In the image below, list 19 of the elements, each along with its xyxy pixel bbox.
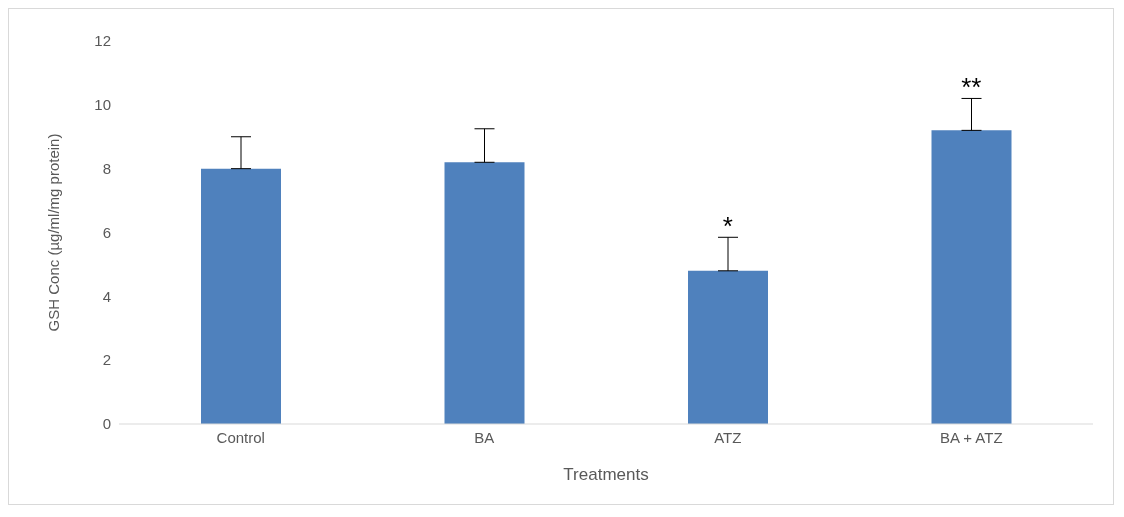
x-tick-label: ATZ <box>714 428 742 446</box>
bar <box>931 130 1012 424</box>
bar <box>688 270 768 424</box>
y-tick-label: 8 <box>102 159 111 177</box>
bar <box>444 162 525 424</box>
y-tick-label: 12 <box>94 32 111 50</box>
x-tick-label: BA <box>474 428 495 446</box>
x-tick-label: BA + ATZ <box>939 428 1003 446</box>
y-tick-label: 0 <box>102 415 111 433</box>
y-tick-label: 6 <box>102 223 111 241</box>
annotation: * <box>722 211 733 242</box>
y-tick-label: 2 <box>102 351 111 369</box>
annotation: ** <box>961 72 982 103</box>
y-tick-label: 10 <box>94 96 111 114</box>
x-tick-label: Control <box>216 428 265 446</box>
y-axis-title: GSH Conc (µg/ml/mg protein) <box>45 133 63 332</box>
bar <box>201 168 281 424</box>
y-tick-label: 4 <box>102 287 111 305</box>
x-axis-title: Treatments <box>563 465 649 484</box>
